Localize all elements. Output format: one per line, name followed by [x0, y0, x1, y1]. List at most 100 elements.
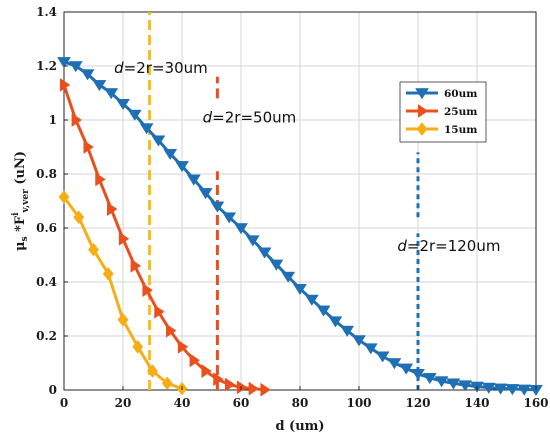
legend-marker: [417, 104, 429, 118]
annotation-variable: d: [203, 109, 213, 127]
data-point: [340, 325, 355, 337]
x-tick-label: 140: [464, 396, 489, 410]
data-point: [151, 135, 166, 147]
x-tick-label: 100: [346, 396, 371, 410]
data-point: [446, 378, 461, 390]
y-label-sub: v,ver: [21, 189, 31, 214]
x-tick-label: 160: [523, 396, 548, 410]
annotation-variable: d: [397, 237, 407, 255]
x-tick-label: 20: [115, 396, 132, 410]
data-point: [201, 364, 212, 379]
series-group: [57, 57, 543, 397]
annotation-text: =2r=50um: [212, 109, 296, 127]
data-point: [104, 88, 119, 100]
data-point: [177, 339, 189, 354]
data-point: [352, 335, 366, 347]
annotation: d=2r=30um: [114, 59, 208, 77]
data-point: [269, 259, 284, 271]
data-point: [59, 77, 71, 92]
data-point: [225, 377, 236, 392]
legend-label: 15um: [444, 124, 477, 136]
data-point: [107, 202, 118, 217]
data-point: [71, 113, 83, 127]
data-point: [257, 247, 272, 259]
data-point: [198, 188, 213, 200]
data-point: [95, 172, 106, 187]
annotation-text: =2r=30um: [124, 59, 208, 77]
data-point: [363, 343, 378, 355]
data-point: [234, 223, 248, 235]
y-tick-label: 1.2: [36, 59, 57, 73]
y-tick-label: 1.4: [36, 5, 57, 19]
data-point: [127, 109, 142, 121]
data-point: [83, 140, 94, 154]
data-point: [146, 364, 159, 379]
data-point: [481, 382, 496, 394]
data-point: [422, 373, 437, 385]
data-point: [281, 271, 296, 283]
y-tick-label: 1: [49, 113, 57, 127]
data-point: [248, 381, 260, 396]
legend-label: 60um: [444, 88, 477, 100]
data-point: [375, 351, 390, 363]
legend-marker: [416, 122, 428, 136]
y-label-sup: i: [11, 212, 21, 216]
data-point: [117, 312, 129, 327]
data-point: [222, 212, 237, 224]
data-point: [236, 380, 248, 395]
legend-marker: [415, 88, 429, 100]
data-point: [245, 235, 260, 247]
series-60um: [57, 57, 543, 397]
x-tick-label: 120: [405, 396, 430, 410]
data-point: [458, 380, 473, 392]
data-point: [493, 383, 508, 395]
data-point: [328, 316, 343, 328]
x-tick-label: 0: [60, 396, 68, 410]
annotation-variable: d: [114, 59, 124, 77]
data-point: [118, 231, 130, 246]
y-tick-label: 0.4: [36, 275, 57, 289]
data-point: [166, 323, 177, 338]
data-point: [505, 384, 520, 396]
data-point: [411, 369, 425, 381]
data-point: [132, 339, 144, 354]
x-tick-label: 40: [174, 396, 191, 410]
data-point: [68, 61, 83, 73]
data-point: [213, 372, 224, 387]
data-point: [529, 384, 543, 397]
x-tick-label: 80: [292, 396, 309, 410]
data-point: [87, 242, 100, 257]
data-point: [58, 190, 70, 204]
data-point: [434, 376, 449, 388]
data-point: [139, 123, 154, 135]
data-point: [387, 358, 402, 370]
data-point: [102, 266, 114, 281]
data-point: [80, 69, 95, 81]
data-point: [142, 283, 153, 298]
y-axis-label: μs *Fiv,ver (uN): [11, 151, 31, 251]
y-label-mu-sub: s: [20, 236, 30, 241]
data-point: [57, 57, 71, 69]
y-label-unit: (uN): [13, 151, 28, 189]
annotation-text: =2r=120um: [407, 237, 501, 255]
data-point: [175, 161, 189, 173]
data-point: [316, 305, 331, 317]
series-25um: [59, 77, 271, 397]
y-label-mu: μ: [13, 241, 28, 251]
legend-entry: 60um: [406, 88, 477, 100]
data-point: [161, 376, 173, 391]
data-point: [260, 382, 271, 397]
y-label-force: *F: [13, 215, 28, 236]
data-point: [304, 294, 319, 306]
series-15um: [58, 190, 188, 396]
y-tick-label: 0.8: [36, 167, 57, 181]
axis-ticks: 0 20 40 60 80 100 120 140 160 0 0.2 0.4 0.6 0.8 1 1.2 1.…: [36, 5, 548, 410]
data-point: [73, 210, 85, 225]
data-point: [116, 99, 130, 111]
data-point: [154, 304, 165, 319]
y-tick-label: 0.6: [36, 221, 57, 235]
data-point: [210, 201, 225, 213]
legend-entry: 15um: [406, 122, 477, 136]
data-point: [130, 258, 142, 273]
